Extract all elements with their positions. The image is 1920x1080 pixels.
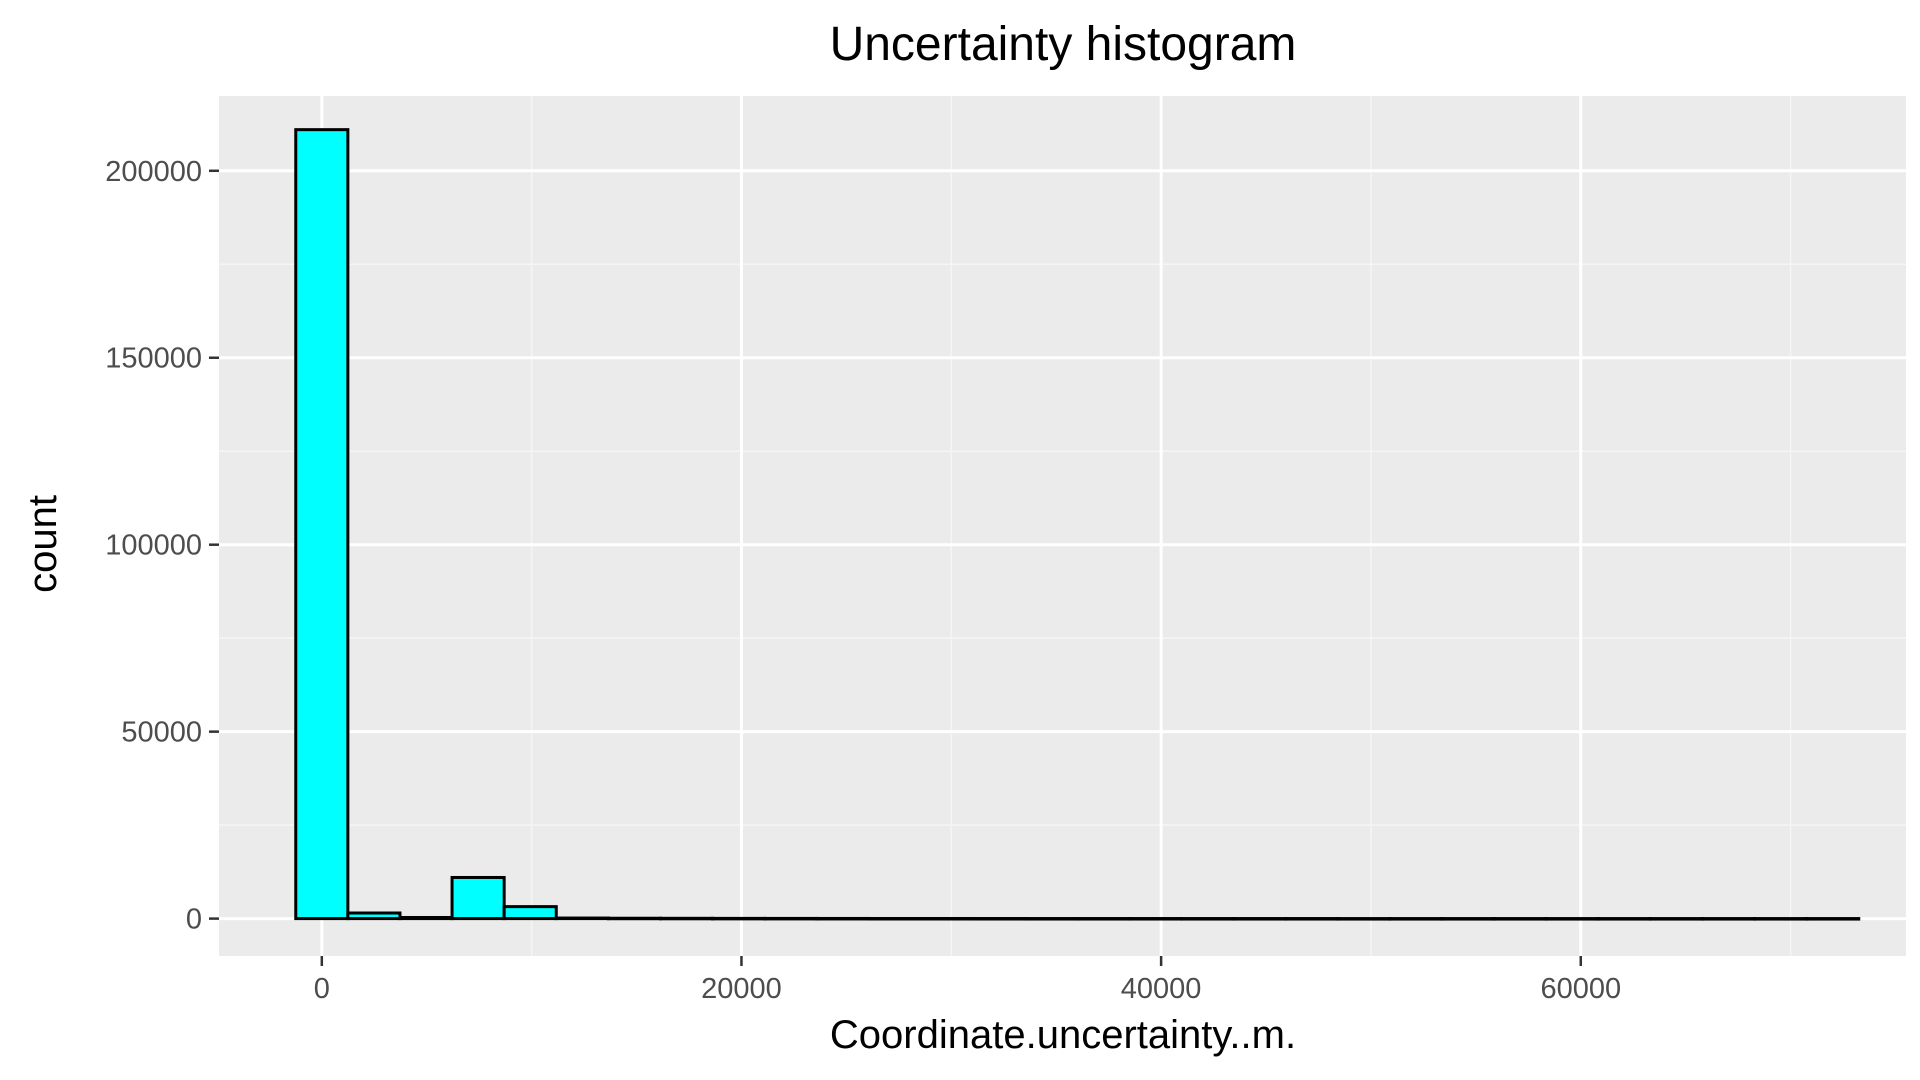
histogram-bar (1596, 917, 1652, 921)
y-axis: 0 50000 100000 150000 200000 (105, 156, 219, 936)
y-tick-label: 50000 (121, 717, 202, 749)
histogram-bar (763, 916, 819, 921)
histogram-bars (294, 128, 1861, 921)
chart-title: Uncertainty histogram (830, 18, 1297, 71)
histogram-bar (867, 916, 923, 921)
histogram-bar (919, 916, 975, 921)
histogram-bar (815, 916, 871, 921)
histogram-bar (1648, 917, 1704, 921)
plot-panel (219, 96, 1906, 956)
histogram-bar (971, 917, 1027, 921)
histogram-bar (1805, 917, 1861, 921)
histogram-bar (606, 916, 662, 921)
histogram-bar (1753, 917, 1809, 921)
histogram-bar (711, 916, 767, 921)
minor-gridlines (219, 96, 1906, 956)
x-tick-label: 60000 (1540, 973, 1621, 1005)
x-tick-label: 40000 (1121, 973, 1202, 1005)
histogram-bar (1700, 917, 1757, 921)
y-tick-label: 100000 (105, 530, 202, 562)
histogram-bar (294, 128, 350, 921)
x-tick-label: 0 (314, 973, 330, 1005)
histogram-bar (1336, 917, 1392, 921)
histogram-bar (450, 875, 506, 921)
histogram-bar (1492, 917, 1548, 921)
histogram-bar (554, 916, 610, 921)
histogram-bar (1440, 917, 1496, 921)
histogram-bar (658, 916, 715, 921)
histogram-bar (1075, 917, 1131, 921)
y-tick-label: 0 (186, 904, 202, 936)
histogram-bar (398, 915, 454, 921)
x-axis-title: Coordinate.uncertainty..m. (830, 1013, 1296, 1057)
y-tick-label: 150000 (105, 343, 202, 375)
histogram-bar (502, 905, 558, 921)
histogram-bar (1179, 917, 1236, 921)
x-axis: 0 20000 40000 60000 (314, 956, 1621, 1005)
histogram-bar (1388, 917, 1444, 921)
histogram-bar (346, 911, 402, 921)
histogram-bar (1023, 917, 1079, 921)
x-tick-label: 20000 (701, 973, 782, 1005)
histogram-bar (1232, 917, 1288, 921)
y-axis-title: count (21, 495, 65, 593)
histogram-bar (1284, 917, 1340, 921)
y-tick-label: 200000 (105, 156, 202, 188)
histogram-bar (1544, 917, 1600, 921)
histogram-bar (1127, 917, 1183, 921)
